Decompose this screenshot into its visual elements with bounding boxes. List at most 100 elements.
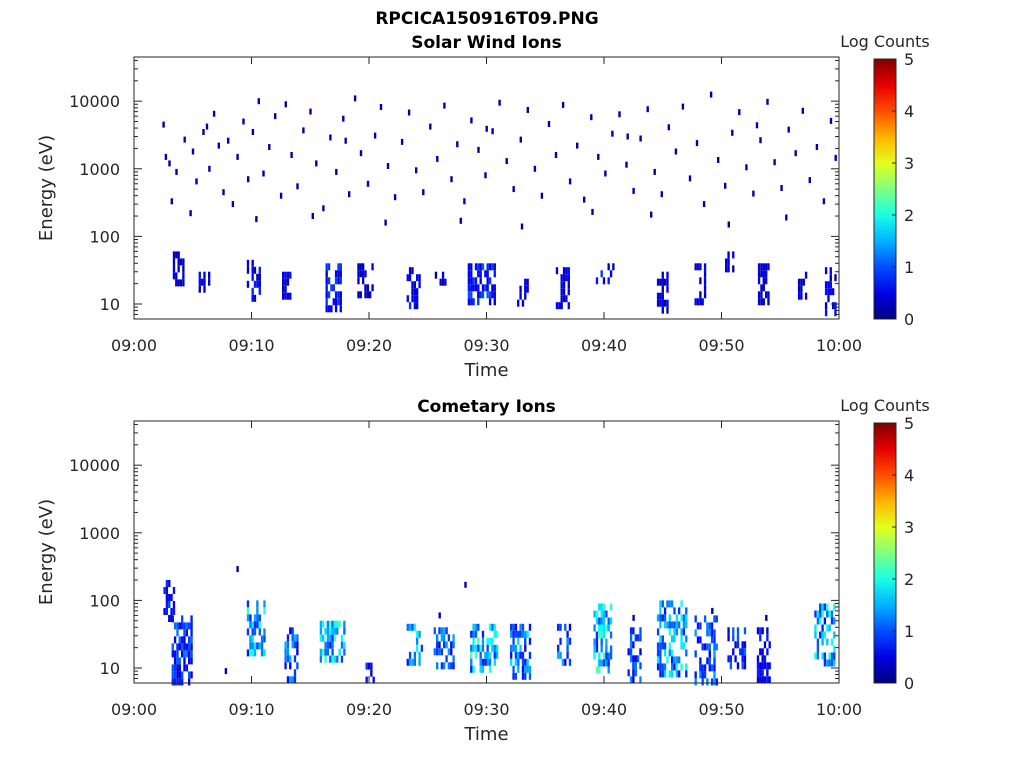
count-cell: [251, 266, 254, 274]
count-cell: [519, 623, 522, 631]
count-cell: [470, 665, 473, 673]
count-cell: [246, 614, 250, 622]
count-cell: [176, 678, 179, 686]
count-cell: [175, 272, 178, 280]
count-cell: [185, 643, 189, 651]
count-cell: [325, 298, 328, 306]
count-cell: [661, 278, 664, 286]
count-cell: [636, 655, 640, 663]
count-cell: [512, 630, 515, 638]
count-cell: [565, 295, 568, 303]
count-cell: [701, 678, 704, 686]
count-cell: [524, 292, 527, 300]
count-cell: [816, 645, 820, 653]
count-cell: [183, 657, 186, 665]
count-cell: [185, 622, 189, 630]
count-cell: [282, 271, 285, 279]
count-cell: [253, 266, 257, 274]
count-cell: [359, 150, 363, 157]
count-cell: [821, 624, 824, 632]
count-cell: [706, 657, 709, 665]
count-cell: [636, 634, 640, 642]
count-cell: [495, 644, 499, 652]
count-cell: [566, 644, 569, 652]
count-cell: [182, 265, 185, 273]
count-cell: [484, 270, 487, 278]
x-tick-label: 09:50: [698, 700, 744, 719]
count-cell: [470, 630, 473, 638]
count-cell: [190, 636, 193, 644]
count-cell: [727, 265, 730, 273]
count-cell: [325, 277, 328, 285]
count-cell: [629, 655, 633, 663]
count-cell: [520, 223, 524, 230]
count-cell: [170, 594, 173, 601]
y-tick-label: 10000: [69, 456, 120, 475]
count-cell: [450, 662, 453, 670]
count-cell: [488, 658, 492, 666]
count-cell: [359, 263, 362, 271]
count-cell: [178, 678, 181, 686]
count-cell: [659, 614, 662, 622]
count-cell: [253, 614, 257, 622]
count-cell: [175, 168, 178, 175]
count-cell: [526, 665, 529, 673]
count-cell: [671, 621, 674, 629]
y-axis-label: Energy (eV): [36, 135, 57, 241]
count-cell: [734, 641, 737, 649]
colorbar-tick-label: 4: [904, 466, 914, 485]
count-cell: [663, 663, 667, 671]
count-cell: [486, 277, 489, 285]
count-cell: [659, 607, 662, 615]
count-cell: [208, 271, 211, 279]
count-cell: [486, 651, 489, 659]
count-cell: [336, 620, 339, 628]
colorbar-tick-label: 2: [904, 570, 914, 589]
count-cell: [181, 622, 184, 630]
count-cell: [703, 664, 707, 672]
count-cell: [701, 643, 704, 651]
count-cell: [208, 165, 211, 172]
count-cell: [767, 298, 770, 306]
count-cell: [814, 610, 817, 618]
count-cell: [528, 637, 532, 645]
count-cell: [477, 623, 480, 631]
count-cell: [830, 659, 834, 667]
count-cell: [416, 637, 419, 645]
count-cell: [329, 634, 332, 642]
count-cell: [165, 608, 169, 615]
count-cell: [181, 671, 184, 679]
count-cell: [438, 648, 441, 656]
count-cell: [495, 630, 499, 638]
count-cell: [701, 671, 704, 679]
colorbar: [873, 422, 897, 684]
count-cell: [675, 621, 679, 629]
count-cell: [821, 610, 824, 618]
count-cell: [411, 281, 414, 289]
count-cell: [326, 620, 330, 628]
count-cell: [198, 285, 201, 293]
count-cell: [291, 627, 294, 635]
count-cell: [171, 678, 174, 686]
count-cell: [327, 263, 331, 271]
count-cell: [444, 278, 447, 286]
count-cell: [514, 672, 518, 680]
count-cell: [598, 617, 601, 625]
count-cell: [479, 665, 482, 673]
count-cell: [823, 617, 827, 625]
count-cell: [393, 194, 397, 201]
count-cell: [727, 251, 730, 259]
count-cell: [286, 634, 290, 642]
count-cell: [653, 168, 656, 175]
count-cell: [467, 298, 471, 306]
count-cell: [559, 651, 562, 659]
count-cell: [828, 610, 831, 618]
count-cell: [713, 615, 716, 623]
count-cell: [814, 652, 817, 660]
count-cell: [379, 104, 383, 110]
count-cell: [406, 274, 409, 282]
count-cell: [339, 298, 342, 306]
count-cell: [666, 621, 669, 629]
count-cell: [554, 152, 558, 158]
count-cell: [832, 302, 835, 310]
